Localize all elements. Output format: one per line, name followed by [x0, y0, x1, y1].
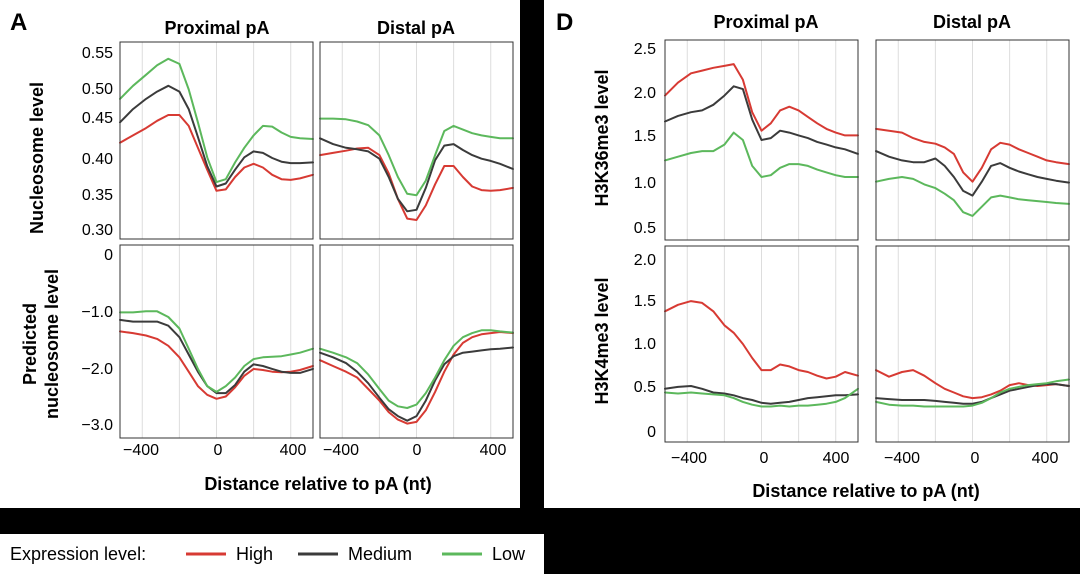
- ytick-label: 0.50: [82, 81, 113, 98]
- ytick-label: 0.40: [82, 151, 113, 168]
- ytick-label: 0.55: [82, 45, 113, 62]
- xtick-label: −400: [323, 442, 359, 459]
- series-line-low: [875, 176, 1070, 217]
- ytick-label: 0.5: [634, 220, 656, 237]
- legend-title: Expression level:: [10, 544, 146, 564]
- xtick-label: 400: [823, 450, 850, 467]
- col-title-a-distal: Distal pA: [377, 18, 455, 38]
- series-line-medium: [119, 84, 314, 188]
- ytick-label: 1.5: [634, 128, 656, 145]
- ylabel-nucleosome-level: Nucleosome level: [27, 82, 47, 234]
- plot-frame: [319, 244, 514, 439]
- ytick-label: 0.5: [634, 379, 656, 396]
- plot-frame: [875, 245, 1070, 443]
- series-line-high: [875, 127, 1070, 183]
- xticks-d: −400 0 400 −400 0 400: [671, 450, 1058, 467]
- plot-panel: [119, 41, 314, 240]
- panel-letter-d: D: [556, 9, 573, 36]
- series-line-medium: [319, 346, 514, 422]
- ylabel-nucleosome-level-2: nucleosome level: [42, 269, 62, 419]
- xtick-label: −400: [884, 450, 920, 467]
- ylabel-h3k36me3: H3K36me3 level: [592, 69, 612, 206]
- plot-frame: [875, 39, 1070, 241]
- xtick-label: −400: [123, 442, 159, 459]
- ytick-label: −2.0: [81, 361, 113, 378]
- yticks-d-row1: 2.5 2.0 1.5 1.0 0.5: [634, 41, 656, 237]
- plot-frame: [664, 39, 859, 241]
- ytick-label: −3.0: [81, 417, 113, 434]
- series-line-medium: [319, 137, 514, 213]
- series-line-low: [875, 378, 1070, 408]
- plot-panels: [119, 39, 1070, 443]
- legend-label-low: Low: [492, 544, 526, 564]
- ytick-label: 1.0: [634, 336, 656, 353]
- xticks-a: −400 0 400 −400 0 400: [123, 442, 506, 459]
- series-line-low: [319, 117, 514, 197]
- col-title-a-proximal: Proximal pA: [164, 18, 269, 38]
- series-line-high: [664, 300, 859, 380]
- plot-frame: [319, 41, 514, 240]
- plot-panel: [875, 245, 1070, 443]
- series-line-low: [319, 329, 514, 409]
- yticks-d-row2: 2.0 1.5 1.0 0.5 0: [634, 252, 656, 441]
- ytick-label: 0.35: [82, 187, 113, 204]
- series-line-low: [119, 310, 314, 393]
- xtick-label: 0: [760, 450, 769, 467]
- ytick-label: 1.0: [634, 175, 656, 192]
- series-line-medium: [875, 150, 1070, 197]
- xtick-label: 400: [1032, 450, 1059, 467]
- ytick-label: 2.0: [634, 252, 656, 269]
- yticks-a-row2: 0 −1.0 −2.0 −3.0: [81, 247, 113, 434]
- xlabel-a: Distance relative to pA (nt): [204, 474, 431, 494]
- col-title-d-distal: Distal pA: [933, 12, 1011, 32]
- ytick-label: 1.5: [634, 293, 656, 310]
- figure-a-background: [0, 0, 520, 508]
- xtick-label: 0: [214, 442, 223, 459]
- series-line-high: [119, 114, 314, 192]
- xtick-label: 400: [280, 442, 307, 459]
- ytick-label: 2.0: [634, 85, 656, 102]
- legend-label-high: High: [236, 544, 273, 564]
- panel-letter-a: A: [10, 9, 27, 36]
- series-line-low: [119, 57, 314, 184]
- plot-panel: [664, 39, 859, 241]
- series-line-medium: [119, 318, 314, 395]
- legend-label-medium: Medium: [348, 544, 412, 564]
- ytick-label: 2.5: [634, 41, 656, 58]
- xtick-label: 400: [480, 442, 507, 459]
- series-line-high: [664, 63, 859, 137]
- ytick-label: 0: [647, 424, 656, 441]
- ytick-label: 0.45: [82, 110, 113, 127]
- series-line-high: [319, 331, 514, 425]
- plot-frame: [664, 245, 859, 443]
- plot-panel: [664, 245, 859, 443]
- series-line-medium: [875, 383, 1070, 405]
- plot-panel: [119, 244, 314, 439]
- series-line-low: [664, 131, 859, 178]
- plot-panel: [319, 41, 514, 240]
- figure-d-background: [544, 0, 1080, 508]
- xtick-label: −400: [671, 450, 707, 467]
- xtick-label: 0: [413, 442, 422, 459]
- ylabel-predicted: Predicted: [20, 303, 40, 385]
- legend: Expression level: High Medium Low: [10, 544, 526, 564]
- xtick-label: 0: [971, 450, 980, 467]
- plot-panel: [319, 244, 514, 439]
- series-line-medium: [664, 85, 859, 155]
- ytick-label: −1.0: [81, 304, 113, 321]
- plot-panel: [875, 39, 1070, 241]
- series-line-medium: [664, 385, 859, 405]
- ytick-label: 0.30: [82, 222, 113, 239]
- xlabel-d: Distance relative to pA (nt): [752, 481, 979, 501]
- yticks-a-row1: 0.55 0.50 0.45 0.40 0.35 0.30: [82, 45, 113, 239]
- ylabel-h3k4me3: H3K4me3 level: [592, 277, 612, 404]
- col-title-d-proximal: Proximal pA: [713, 12, 818, 32]
- plot-frame: [119, 244, 314, 439]
- series-line-high: [319, 146, 514, 221]
- plot-frame: [119, 41, 314, 240]
- series-line-low: [664, 387, 859, 408]
- ytick-label: 0: [104, 247, 113, 264]
